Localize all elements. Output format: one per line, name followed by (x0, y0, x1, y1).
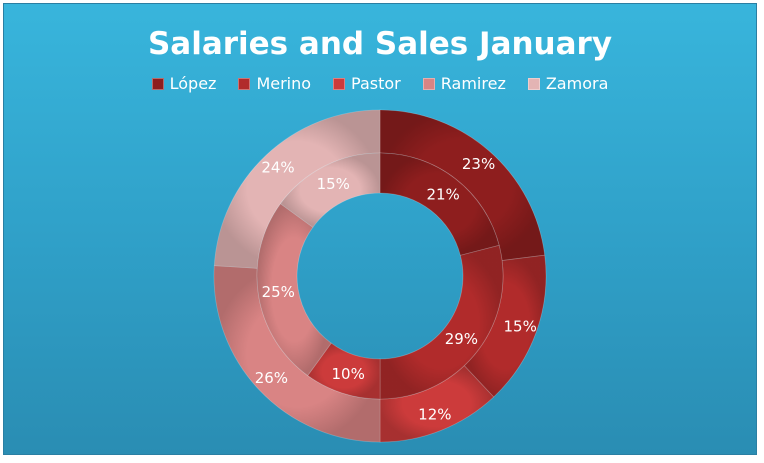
outer-label-ramirez: 26% (255, 369, 288, 387)
outer-slice-shade (214, 265, 380, 442)
outer-slice-shade (464, 255, 546, 398)
legend-label: Zamora (545, 74, 609, 93)
inner-slice-shade (256, 203, 332, 376)
legend-item-ramirez: Ramirez (422, 74, 506, 93)
inner-label-merino: 29% (445, 330, 478, 348)
outer-label-lopez: 23% (462, 155, 495, 173)
labels-group: 23% 15% 12% 26% 24% 21% 29% 10% 25% 15% (255, 155, 537, 423)
inner-slice-shade (280, 153, 380, 228)
legend-item-merino: Merino (238, 74, 311, 93)
inner-slice-shade (380, 153, 500, 256)
inner-label-zamora: 15% (317, 175, 350, 193)
legend-label: Pastor (351, 74, 401, 93)
outer-label-pastor: 12% (418, 406, 451, 424)
inner-label-pastor: 10% (331, 365, 364, 383)
inner-label-ramirez: 25% (262, 283, 295, 301)
legend-swatch (422, 77, 435, 90)
legend-item-zamora: Zamora (527, 74, 609, 93)
outer-label-zamora: 24% (261, 158, 294, 176)
legend-label: Merino (256, 74, 312, 93)
legend-swatch (238, 77, 251, 90)
outer-slice-shade (214, 110, 380, 269)
outer-slice-shade (380, 110, 545, 261)
legend-item-lopez: López (151, 74, 217, 93)
inner-slice-shade (380, 245, 503, 399)
inner-label-lopez: 21% (426, 186, 459, 204)
legend: López Merino Pastor Ramirez Zamora (4, 74, 756, 93)
legend-swatch (527, 77, 540, 90)
slices-group (213, 109, 547, 443)
outer-slice-shade (380, 365, 494, 442)
legend-swatch (333, 77, 346, 90)
legend-swatch (151, 77, 164, 90)
chart-title: Salaries and Sales January (147, 26, 613, 62)
legend-item-pastor: Pastor (333, 74, 401, 93)
legend-label: Ramirez (440, 74, 506, 93)
inner-slice-shade (307, 343, 380, 399)
outer-label-merino: 15% (504, 317, 537, 335)
legend-label: López (169, 74, 217, 93)
